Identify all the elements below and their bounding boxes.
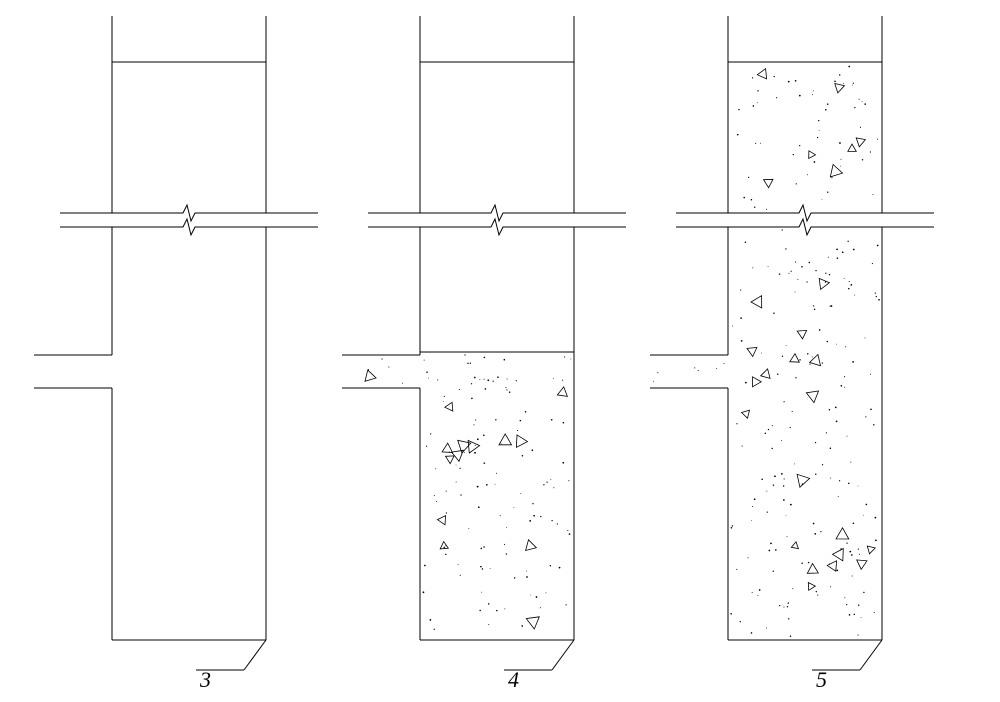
diagram-svg: 3 4 5 <box>0 0 1000 702</box>
column-5: 5 <box>650 16 934 692</box>
column-label-4: 4 <box>508 667 519 692</box>
column-label-5: 5 <box>816 667 827 692</box>
column-3: 3 <box>34 16 318 692</box>
column-label-3: 3 <box>199 667 211 692</box>
column-4: 4 <box>342 16 626 692</box>
engineering-diagram: 3 4 5 <box>0 0 1000 702</box>
